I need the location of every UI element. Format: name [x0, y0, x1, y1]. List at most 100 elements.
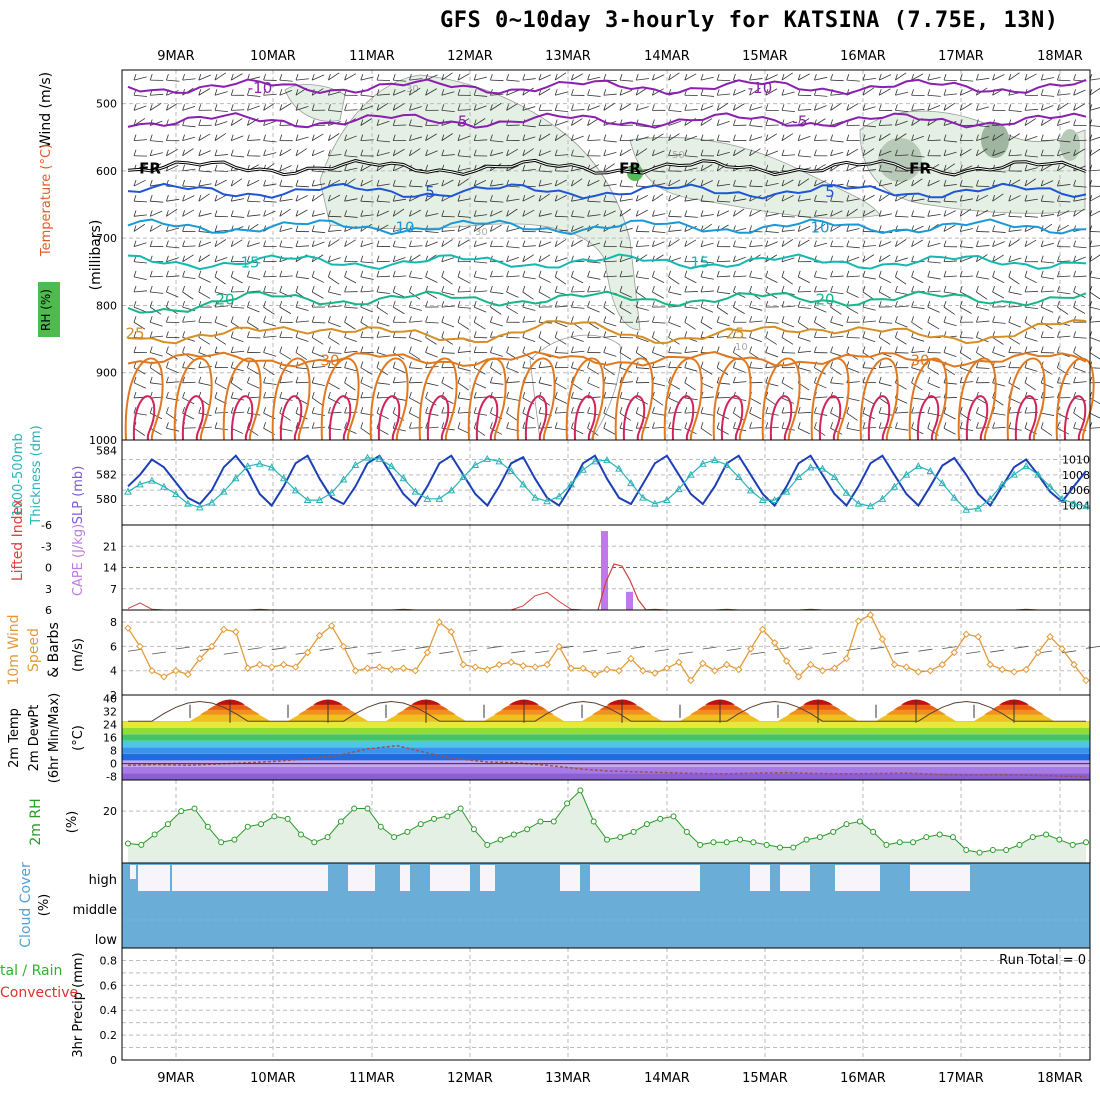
- wind-barb: [895, 257, 908, 263]
- wind-barb-flag: [1057, 195, 1060, 202]
- wind-barb-flag: [263, 240, 266, 247]
- wind-barb: [1024, 167, 1038, 172]
- wind-barb: [295, 306, 309, 311]
- wind-barb-flag: [182, 391, 185, 399]
- wind-unit-label: (m/s): [71, 638, 86, 672]
- wind-barb: [717, 79, 731, 82]
- rh-point: [949, 834, 956, 841]
- wind-barb-flag: [976, 361, 979, 368]
- wind-barb: [198, 212, 212, 217]
- wind-barb-flag: [733, 89, 736, 96]
- wind-barb: [214, 411, 229, 414]
- wind-barb-flag: [992, 422, 995, 429]
- wind-barb-flag: [765, 406, 769, 414]
- wind-barb-flag: [571, 104, 574, 111]
- wind-barb-flag: [1024, 73, 1028, 81]
- wind-barb: [960, 165, 973, 172]
- wind-barb: [992, 352, 1006, 358]
- wind-barb-flag: [1008, 134, 1012, 141]
- wind-barb-flag: [1057, 331, 1060, 338]
- wind-barb-flag: [392, 346, 396, 353]
- wind-barb-flag: [149, 316, 153, 323]
- rh-contour-label: 30: [475, 227, 488, 238]
- wind-barb-flag: [992, 210, 995, 217]
- wind-barb-flag: [1024, 406, 1028, 414]
- wind-barb-flag: [911, 361, 914, 368]
- pressure-tick-label: 800: [96, 299, 117, 312]
- wind-barb-flag: [895, 89, 898, 96]
- wind-barb: [749, 427, 763, 429]
- pressure-tick-label: 500: [96, 98, 117, 111]
- wind-barb-flag: [214, 406, 218, 414]
- wind-barb-flag: [814, 316, 817, 323]
- wind-barb-flag: [878, 104, 882, 111]
- wind-barb-flag: [279, 270, 283, 277]
- wind-barb-flag: [668, 104, 671, 111]
- rh-point: [776, 844, 783, 851]
- wind-barb-flag: [992, 179, 995, 187]
- wind-barb: [360, 427, 372, 436]
- rh-legend-swatch: [38, 282, 60, 337]
- wind-barb-flag: [571, 195, 574, 202]
- wind-speed-point: [303, 648, 312, 657]
- wind-barb: [862, 320, 876, 323]
- wind-barb: [409, 185, 423, 188]
- heating-contour-outer: [859, 357, 899, 441]
- wind-barb-flag: [635, 285, 639, 293]
- rh-point: [604, 836, 610, 843]
- wind-barb: [1089, 291, 1100, 300]
- wind-barb-flag: [409, 149, 412, 156]
- wind-barb-flag: [198, 361, 202, 368]
- wind-speed-point: [974, 633, 982, 641]
- temp-contour-line: [127, 290, 1087, 314]
- wind-barb: [474, 242, 487, 247]
- wind-barb-flag: [603, 422, 607, 429]
- date-label-bottom: 18MAR: [1037, 1071, 1083, 1086]
- wind-barb: [587, 290, 601, 293]
- wind-barb: [798, 198, 812, 202]
- wind-barb-flag: [733, 376, 736, 383]
- wind-barb-flag: [911, 104, 914, 111]
- wind-barb: [247, 306, 260, 313]
- thickness-point: [1082, 502, 1090, 510]
- wind-barb-flag: [571, 316, 574, 323]
- heating-contour-inner: [279, 395, 303, 441]
- wind-barb: [717, 291, 731, 295]
- wind-barb-flag: [781, 149, 785, 156]
- wind-barb-flag: [182, 406, 185, 414]
- temp-contour-line: [127, 253, 1087, 271]
- wind-barb-flag: [328, 73, 331, 81]
- wind-barb-flag: [733, 73, 736, 81]
- wind-barb-flag: [409, 73, 412, 81]
- wind-barb: [895, 352, 909, 354]
- wind-barb-flag: [538, 179, 542, 187]
- wind-barb-flag: [635, 134, 639, 141]
- wind-barb-flag: [522, 195, 526, 202]
- wind-barb: [538, 276, 551, 283]
- wind-barb-flag: [652, 346, 655, 353]
- wind-barb-flag: [344, 361, 347, 368]
- wind-barb: [376, 200, 390, 203]
- wind-barb-flag: [976, 270, 979, 277]
- wind-speed-point: [435, 618, 444, 626]
- wind-speed-point: [890, 660, 899, 669]
- wind-barb-flag: [765, 164, 769, 172]
- wind-barb-flag: [635, 225, 639, 232]
- wind-barb-flag: [166, 316, 169, 323]
- wind-barb: [879, 213, 893, 217]
- wind-barb-flag: [538, 255, 542, 262]
- wind-barb: [214, 427, 228, 431]
- wind-barb-flag: [1057, 134, 1060, 141]
- wind-barb: [166, 246, 180, 249]
- wind-barb-flag: [279, 149, 283, 156]
- wind-barb: [1089, 210, 1100, 217]
- temp-color-band: [122, 734, 1090, 741]
- wind-barb: [895, 133, 907, 141]
- wind-barb-flag: [214, 422, 218, 429]
- heating-contour-outer: [957, 357, 997, 441]
- wind-barb-flag: [846, 73, 850, 81]
- wind-barb: [555, 179, 567, 187]
- wind-barb-flag: [133, 391, 137, 399]
- wind-barb-flag: [927, 422, 931, 429]
- wind-barb-flag: [182, 195, 185, 202]
